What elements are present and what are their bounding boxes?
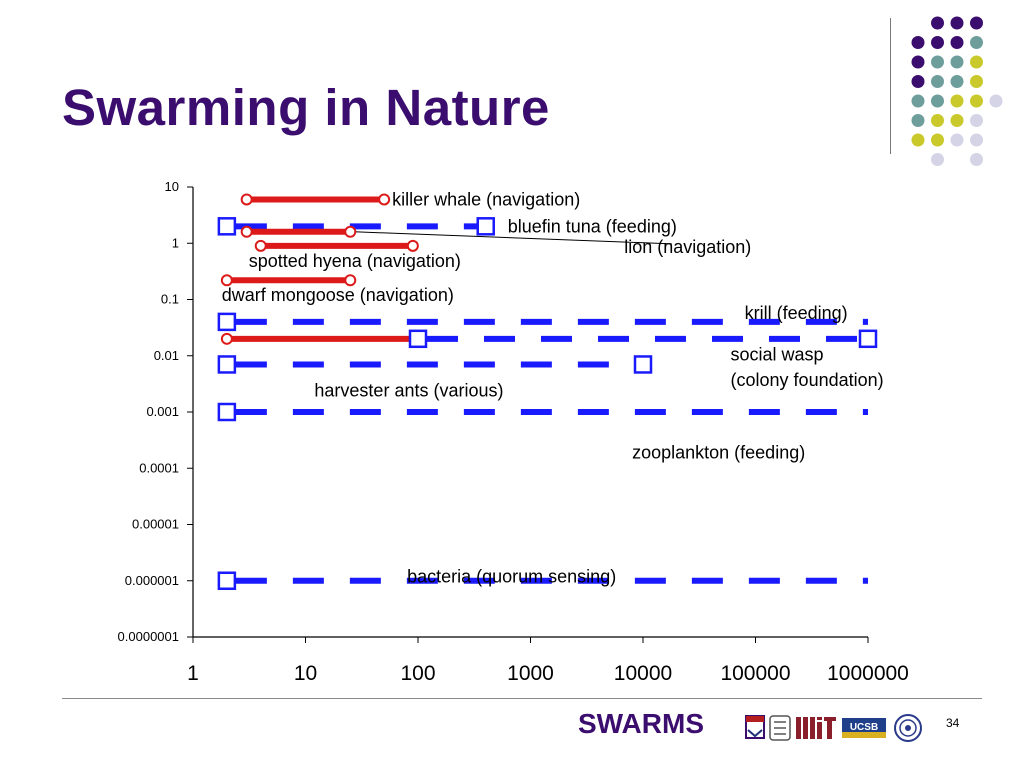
y-tick-label: 0.01 [154,348,179,363]
square-marker-end [858,329,878,349]
square-marker-start [408,329,428,349]
series-annotation: killer whale (navigation) [392,189,580,209]
square-marker-start [217,402,237,422]
circle-marker-start [240,225,253,238]
x-tick-label: 1 [187,662,199,685]
square-marker-start [217,217,237,236]
circle-marker-end [344,274,357,287]
square-marker-start [217,571,237,590]
decorative-dot [911,94,925,108]
circle-marker-start [220,332,233,345]
title-divider-line [890,18,891,154]
penn-shield-icon [745,715,765,739]
y-tick-label: 0.000001 [125,573,179,588]
decorative-dot [950,16,964,30]
series-annotation: social wasp [731,345,824,365]
series-annotation: spotted hyena (navigation) [249,251,461,271]
university-crest-icon [769,715,791,741]
svg-text:UCSB: UCSB [850,722,878,733]
decorative-dot [931,153,944,166]
page-number: 34 [946,716,960,730]
circle-marker-end [378,193,391,206]
y-tick-label: 0.00001 [132,517,179,532]
footer-brand: SWARMS [578,708,704,739]
decorative-dot [931,36,944,49]
circle-marker-start [254,239,267,252]
decorative-dot [950,36,964,49]
decorative-dot [970,36,983,49]
x-tick-label: 1000 [507,662,554,685]
decorative-dot [931,75,944,88]
series-annotation: lion (navigation) [624,237,751,257]
decorative-dot [970,114,983,127]
series-annotation: bluefin tuna (feeding) [508,216,677,236]
decorative-dot [950,114,964,127]
decorative-dot [950,55,964,69]
circle-marker-end [406,239,419,252]
y-tick-label: 0.1 [161,292,179,307]
square-marker-start [217,355,237,374]
decorative-dot [950,94,964,108]
series-annotation: (colony foundation) [731,370,884,390]
decorative-dot [911,55,925,69]
leader-line [354,231,672,245]
decorative-dot [970,153,983,166]
y-tick-label: 10 [165,179,179,194]
decorative-dot [950,75,964,88]
decorative-dot [931,16,944,30]
decorative-dot [989,94,1003,108]
decorative-dot [911,114,925,127]
square-marker-start [217,312,237,332]
y-tick-label: 0.0001 [139,460,179,475]
series-annotation: bacteria (quorum sensing) [407,566,616,586]
institution-logos: UCSB [745,714,922,742]
circle-marker-start [220,274,233,287]
mit-logo-icon [796,717,836,739]
slide-title: Swarming in Nature [62,79,550,136]
decorative-dot-grid [911,16,1003,166]
x-tick-label: 100000 [720,662,790,685]
decorative-dot [970,75,983,88]
decorative-dot [970,55,983,69]
circle-marker-end [344,225,357,238]
university-seal-icon [894,714,922,742]
decorative-dot [950,133,964,147]
decorative-dot [931,114,944,127]
circle-marker-start [240,193,253,206]
ucsb-logo-icon: UCSB [842,718,886,738]
series-annotation: harvester ants (various) [314,381,503,401]
decorative-dot [970,133,983,147]
swarm-range-chart: 10 1 0.1 0.01 0.001 0.0001 0.00001 0.000001 0.00… [118,179,909,685]
series-annotation: zooplankton (feeding) [632,443,805,463]
decorative-dot [931,55,944,69]
decorative-dot [911,133,925,147]
square-marker-end [633,355,653,374]
x-tick-label: 100 [400,662,435,685]
square-marker-end [476,217,495,236]
decorative-dot [911,75,925,88]
x-tick-label: 10 [294,662,317,685]
y-tick-label: 0.001 [146,404,179,419]
y-tick-label: 1 [172,235,179,250]
decorative-dot [970,94,983,108]
decorative-dot [911,36,925,49]
x-tick-label: 1000000 [827,662,909,685]
series-annotation: dwarf mongoose (navigation) [222,285,454,305]
y-tick-label: 0.0000001 [118,629,179,644]
x-tick-label: 10000 [614,662,672,685]
decorative-dot [970,16,983,30]
decorative-dot [931,133,944,147]
series-annotation: krill (feeding) [745,303,848,323]
decorative-dot [931,94,944,108]
footer-divider [62,698,982,699]
